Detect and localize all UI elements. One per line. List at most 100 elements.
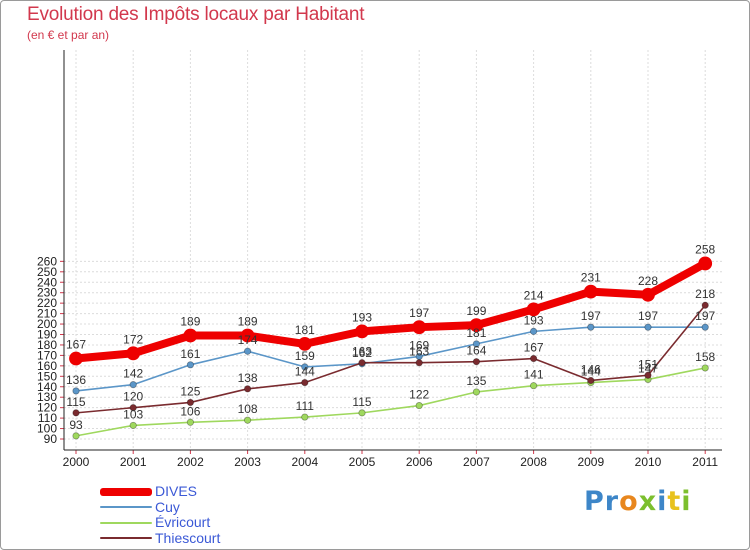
data-label-cuy: 161 — [180, 347, 200, 361]
data-point-evricourt — [529, 382, 538, 390]
data-label-dives: 167 — [66, 338, 86, 352]
y-tick-label: 210 — [37, 307, 57, 321]
chart-subtitle: (en € et par an) — [27, 28, 110, 42]
data-point-dives — [526, 302, 541, 317]
data-point-cuy — [186, 361, 194, 369]
series-line-thiescourt — [75, 304, 707, 414]
y-tick-label: 150 — [37, 369, 57, 383]
data-label-cuy: 197 — [695, 309, 715, 323]
data-point-evricourt — [358, 409, 366, 417]
data-label-evricourt: 144 — [581, 365, 601, 379]
legend-item: DIVES — [100, 484, 220, 500]
data-label-cuy: 174 — [238, 333, 258, 347]
data-point-cuy — [587, 323, 595, 331]
data-point-cuy — [301, 363, 309, 371]
data-label-thiescourt: 120 — [123, 390, 143, 404]
x-tick-label: 2009 — [577, 455, 604, 469]
data-point-dives — [69, 351, 83, 366]
y-tick-label: 180 — [37, 338, 57, 352]
x-tick-label: 2000 — [63, 455, 90, 469]
data-label-thiescourt: 138 — [238, 371, 258, 385]
series-line-cuy — [75, 326, 707, 392]
data-label-dives: 189 — [238, 315, 258, 329]
data-label-dives: 181 — [295, 323, 315, 337]
data-label-dives: 214 — [524, 288, 544, 302]
data-point-dives — [297, 337, 312, 351]
data-point-thiescourt — [358, 359, 366, 367]
x-tick-label: 2002 — [177, 455, 204, 469]
data-point-dives — [698, 256, 713, 271]
y-tick-label: 190 — [37, 328, 57, 342]
data-point-thiescourt — [186, 398, 194, 407]
data-label-evricourt: 111 — [296, 399, 315, 413]
y-tick-label: 200 — [37, 317, 57, 331]
y-tick-label: 160 — [37, 359, 57, 373]
data-label-cuy: 169 — [409, 338, 429, 352]
legend-label: Thiescourt — [155, 529, 221, 546]
data-point-thiescourt — [529, 354, 538, 363]
data-point-evricourt — [301, 413, 309, 421]
x-tick-label: 2004 — [291, 455, 318, 469]
data-label-thiescourt: 151 — [638, 357, 658, 371]
y-tick-label: 100 — [37, 422, 57, 436]
y-tick-label: 120 — [37, 401, 57, 415]
y-tick-label: 240 — [37, 275, 57, 289]
data-label-evricourt: 141 — [524, 368, 544, 382]
y-tick-label: 230 — [37, 286, 57, 300]
x-tick-label: 2010 — [635, 455, 662, 469]
data-point-cuy — [529, 327, 538, 335]
data-label-cuy: 136 — [66, 373, 86, 387]
data-point-evricourt — [415, 401, 423, 410]
data-point-dives — [412, 320, 427, 335]
data-point-dives — [183, 328, 198, 343]
data-label-evricourt: 103 — [123, 407, 143, 421]
legend-swatch — [100, 487, 152, 496]
y-tick-label: 140 — [37, 380, 57, 394]
data-point-cuy — [244, 347, 252, 355]
series-line-evricourt — [75, 367, 707, 437]
data-label-dives: 258 — [695, 242, 715, 256]
series-line-dives — [72, 259, 710, 363]
legend-item: Cuy — [100, 499, 220, 516]
proxiti-logo: Proxiti — [584, 486, 692, 517]
data-label-cuy: 142 — [123, 367, 143, 381]
data-label-thiescourt: 218 — [695, 287, 715, 301]
data-label-dives: 172 — [123, 332, 143, 346]
data-label-cuy: 162 — [352, 346, 372, 360]
data-label-cuy: 181 — [466, 326, 486, 340]
data-label-thiescourt: 115 — [66, 395, 85, 409]
data-point-evricourt — [472, 388, 480, 396]
data-label-dives: 189 — [180, 315, 200, 329]
data-label-cuy: 159 — [295, 349, 315, 363]
data-label-thiescourt: 125 — [180, 384, 200, 398]
data-label-cuy: 197 — [581, 309, 601, 323]
data-point-cuy — [72, 387, 80, 395]
data-label-cuy: 197 — [638, 309, 658, 323]
legend-swatch — [100, 537, 152, 540]
data-point-thiescourt — [244, 385, 252, 393]
data-point-evricourt — [72, 432, 80, 440]
data-label-evricourt: 115 — [352, 395, 371, 409]
legend-item: Évricourt — [100, 515, 220, 531]
data-point-dives — [355, 324, 369, 339]
data-label-dives: 231 — [581, 271, 601, 285]
chart-title: Evolution des Impôts locaux par Habitant — [27, 4, 365, 25]
data-point-thiescourt — [301, 378, 309, 387]
data-label-evricourt: 93 — [69, 418, 83, 432]
data-point-dives — [240, 328, 255, 343]
data-point-thiescourt — [72, 409, 80, 417]
legend-label: Évricourt — [155, 514, 211, 531]
data-label-evricourt: 108 — [238, 402, 258, 416]
legend-item: Thiescourt — [100, 529, 221, 547]
x-tick-label: 2001 — [120, 455, 147, 469]
data-point-dives — [469, 318, 484, 332]
data-point-dives — [641, 287, 655, 302]
y-tick-label: 220 — [37, 296, 57, 310]
data-label-thiescourt: 146 — [581, 362, 601, 376]
data-label-thiescourt: 163 — [409, 345, 429, 359]
data-point-thiescourt — [415, 359, 423, 367]
x-tick-label: 2003 — [234, 455, 261, 469]
data-point-cuy — [701, 323, 709, 331]
legend-swatch — [100, 506, 152, 509]
